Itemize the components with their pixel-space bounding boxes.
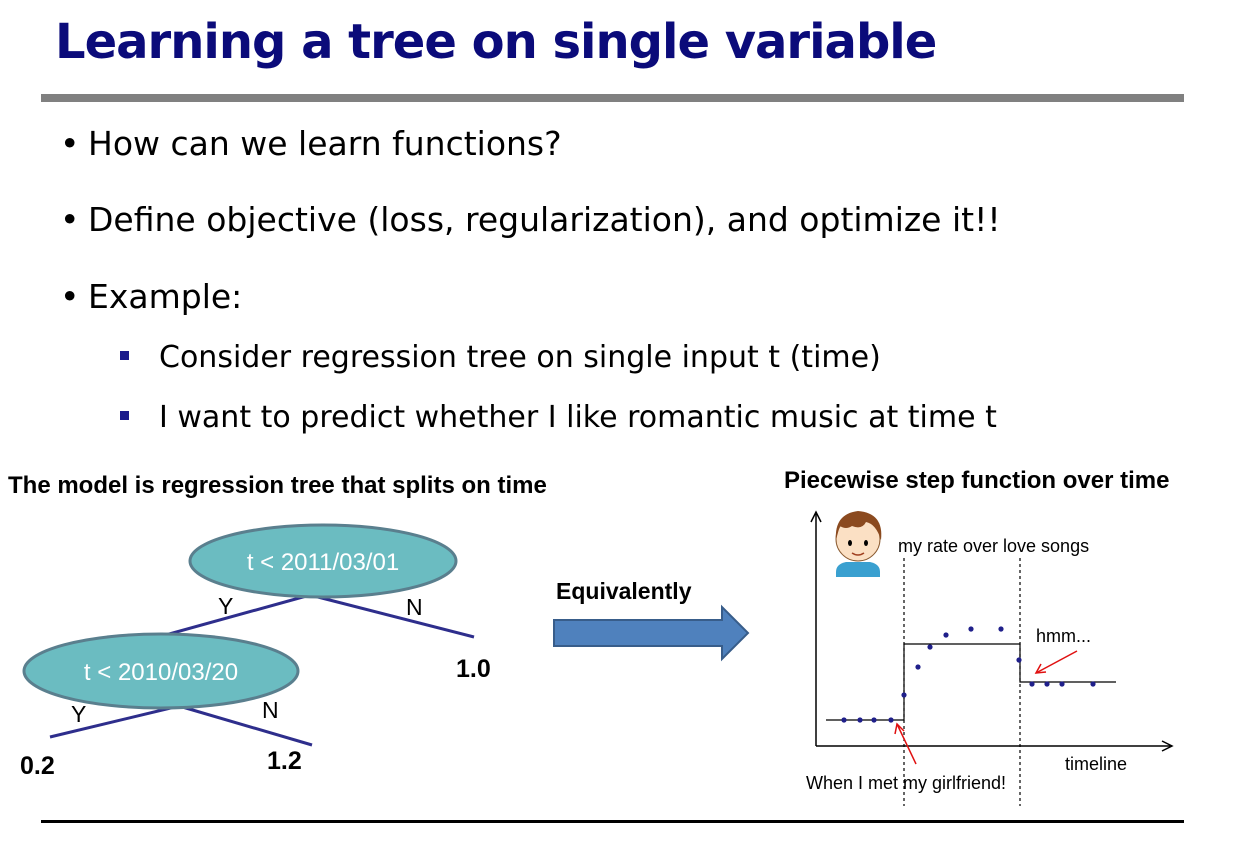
- square-bullet-icon: [120, 351, 129, 360]
- data-point: [1090, 681, 1096, 687]
- sub-bullet-1: Consider regression tree on single input…: [120, 340, 881, 375]
- equivalently-label: Equivalently: [556, 578, 692, 604]
- square-bullet-icon: [120, 411, 129, 420]
- data-point: [888, 717, 894, 723]
- data-point: [927, 644, 933, 650]
- tree-root-node: t < 2011/03/01: [188, 523, 458, 599]
- bullet-2-text: Define objective (loss, regularization),…: [88, 200, 1001, 239]
- bullet-dot: •: [60, 200, 80, 239]
- bullet-dot: •: [60, 124, 80, 163]
- data-points: [841, 626, 1096, 723]
- edge-child-yes: [49, 704, 180, 739]
- data-point: [901, 692, 907, 698]
- plot-x-label: timeline: [1065, 754, 1127, 774]
- data-point: [1059, 681, 1065, 687]
- edge-root-yes: [161, 593, 311, 638]
- child-node-label: t < 2010/03/20: [84, 659, 238, 686]
- annotation-arrows: [894, 650, 1078, 765]
- right-arrow-icon: [553, 604, 750, 662]
- leaf-value-child-no: 1.2: [267, 747, 302, 775]
- data-point: [943, 632, 949, 638]
- annotation-girlfriend: When I met my girlfriend!: [806, 773, 1006, 793]
- tree-caption: The model is regression tree that splits…: [8, 472, 547, 499]
- plot-axes: [810, 510, 1174, 752]
- plot-y-label: my rate over love songs: [898, 536, 1089, 556]
- edge-child-no: [178, 704, 313, 747]
- step-function-line: [826, 643, 1116, 721]
- child-yes-label: Y: [71, 701, 86, 727]
- x-axis-arrowhead: [1161, 740, 1174, 752]
- root-no-label: N: [406, 594, 423, 620]
- bullet-1-text: How can we learn functions?: [88, 124, 562, 163]
- bottom-divider: [41, 820, 1184, 823]
- data-point: [1016, 657, 1022, 663]
- title-divider: [41, 94, 1184, 102]
- y-axis-arrowhead: [810, 510, 822, 523]
- data-point: [998, 626, 1004, 632]
- hmm-arrow: [1035, 650, 1078, 674]
- child-no-label: N: [262, 697, 279, 723]
- boy-avatar-icon: [835, 511, 882, 577]
- hmm-arrowhead: [1034, 663, 1047, 674]
- bullet-1: • How can we learn functions?: [60, 124, 562, 163]
- bullet-dot: •: [60, 277, 80, 316]
- sub-bullet-1-text: Consider regression tree on single input…: [159, 340, 881, 375]
- slide-title: Learning a tree on single variable: [55, 14, 937, 70]
- split-lines: [903, 558, 1021, 806]
- girlfriend-arrow: [896, 723, 917, 765]
- bullet-3: • Example:: [60, 277, 242, 316]
- sub-bullet-2: I want to predict whether I like romanti…: [120, 400, 997, 435]
- root-node-label: t < 2011/03/01: [247, 549, 399, 576]
- root-node-shape: [188, 523, 458, 599]
- data-point: [841, 717, 847, 723]
- plot-caption: Piecewise step function over time: [784, 467, 1170, 494]
- data-point: [915, 664, 921, 670]
- edge-root-no: [309, 593, 475, 639]
- data-point: [857, 717, 863, 723]
- root-yes-label: Y: [218, 593, 233, 619]
- annotation-hmm: hmm...: [1036, 626, 1091, 646]
- tree-child-node: t < 2010/03/20: [22, 632, 300, 710]
- leaf-value-root-no: 1.0: [456, 655, 491, 683]
- data-point: [968, 626, 974, 632]
- girlfriend-arrowhead: [894, 722, 905, 735]
- data-point: [1029, 681, 1035, 687]
- bullet-3-text: Example:: [88, 277, 243, 316]
- leaf-value-child-yes: 0.2: [20, 752, 55, 780]
- data-point: [1044, 681, 1050, 687]
- bullet-2: • Define objective (loss, regularization)…: [60, 200, 1001, 239]
- child-node-shape: [22, 632, 300, 710]
- sub-bullet-2-text: I want to predict whether I like romanti…: [159, 400, 997, 435]
- data-point: [871, 717, 877, 723]
- tree-edges: [49, 593, 475, 747]
